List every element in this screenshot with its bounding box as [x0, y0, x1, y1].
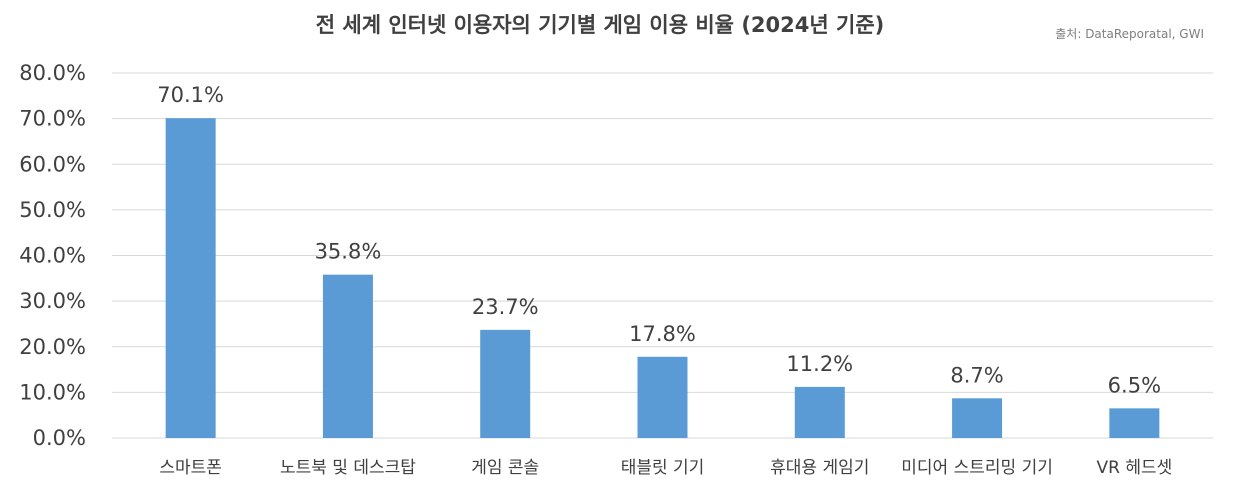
category-label: VR 헤드셋 — [1096, 458, 1172, 478]
y-tick-label: 50.0% — [19, 198, 86, 222]
bar — [322, 274, 373, 438]
x-axis-category-labels: 스마트폰 노트북 및 데스크탑 게임 콘솔 태블릿 기기 휴대용 게임기 미디어 스트리밍… — [159, 458, 1172, 478]
bar — [165, 118, 216, 438]
data-label: 11.2% — [786, 352, 853, 376]
y-tick-label: 80.0% — [19, 61, 86, 85]
data-label: 17.8% — [629, 322, 696, 346]
bars — [165, 118, 1160, 438]
y-tick-label: 10.0% — [19, 380, 86, 404]
category-label: 게임 콘솔 — [471, 458, 539, 478]
y-axis-tick-labels: 0.0% 10.0% 20.0% 30.0% 40.0% 50.0% 60.0% 70.0% 8… — [19, 61, 86, 450]
bar — [794, 386, 845, 438]
y-tick-label: 20.0% — [19, 335, 86, 359]
data-label: 23.7% — [472, 295, 539, 319]
data-label: 70.1% — [157, 83, 224, 107]
data-label: 6.5% — [1108, 373, 1161, 397]
category-label: 태블릿 기기 — [621, 458, 705, 478]
y-tick-label: 40.0% — [19, 244, 86, 268]
category-label: 미디어 스트리밍 기기 — [901, 458, 1053, 478]
data-labels: 70.1% 35.8% 23.7% 17.8% 11.2% 8.7% 6.5% — [157, 83, 1161, 397]
bar — [1109, 408, 1160, 438]
bar — [480, 329, 531, 438]
gridlines — [112, 72, 1213, 439]
chart-title: 전 세계 인터넷 이용자의 기기별 게임 이용 비율 (2024년 기준) — [316, 13, 884, 37]
y-tick-label: 60.0% — [19, 152, 86, 176]
bar — [952, 398, 1003, 438]
y-tick-label: 30.0% — [19, 289, 86, 313]
category-label: 휴대용 게임기 — [770, 458, 869, 478]
bar — [637, 356, 688, 438]
y-tick-label: 70.0% — [19, 107, 86, 131]
data-label: 8.7% — [950, 363, 1003, 387]
data-label: 35.8% — [315, 240, 382, 264]
category-label: 노트북 및 데스크탑 — [280, 458, 416, 478]
category-label: 스마트폰 — [159, 458, 222, 478]
chart-source: 출처: DataReporatal, GWI — [1055, 27, 1204, 41]
y-tick-label: 0.0% — [33, 426, 86, 450]
